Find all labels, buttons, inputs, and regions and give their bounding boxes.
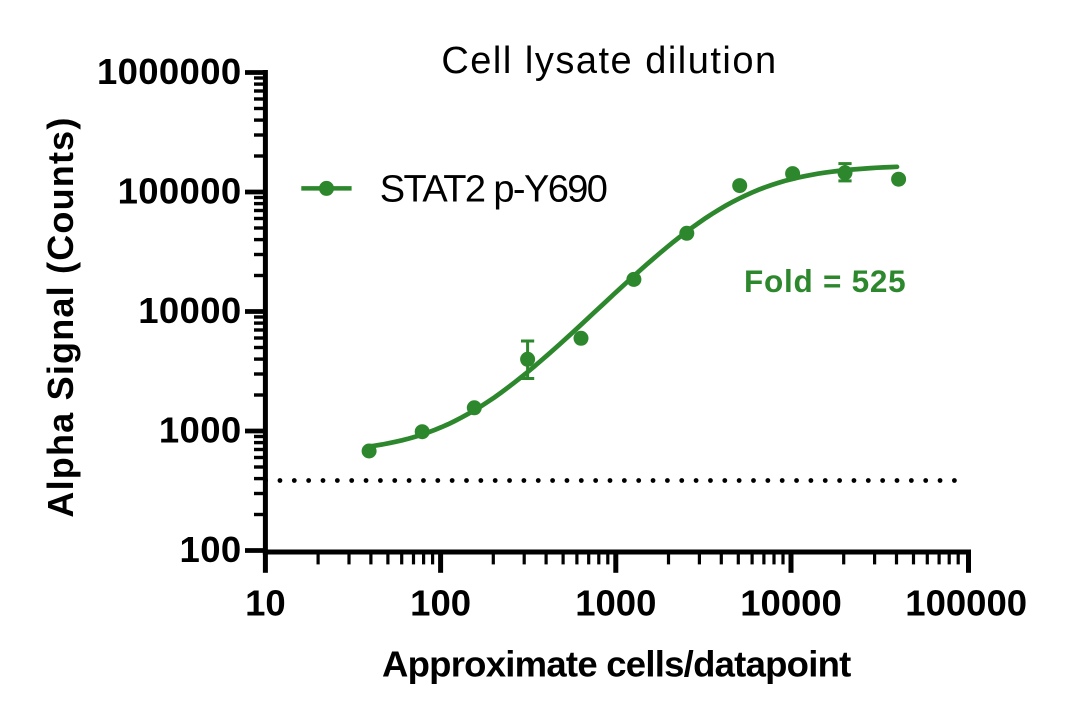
svg-text:STAT2 p-Y690: STAT2 p-Y690 <box>380 169 607 211</box>
svg-text:1000: 1000 <box>159 410 242 451</box>
svg-text:100000: 100000 <box>118 171 242 212</box>
svg-text:Cell lysate dilution: Cell lysate dilution <box>441 40 777 82</box>
svg-text:10: 10 <box>245 583 286 624</box>
svg-text:10000: 10000 <box>138 290 241 331</box>
svg-text:1000000: 1000000 <box>97 51 242 92</box>
svg-text:100000: 100000 <box>905 583 1027 624</box>
svg-text:100: 100 <box>410 583 471 624</box>
svg-text:Fold = 525: Fold = 525 <box>744 263 906 299</box>
svg-text:1000: 1000 <box>575 583 656 624</box>
svg-text:Alpha Signal (Counts): Alpha Signal (Counts) <box>40 116 81 517</box>
svg-text:100: 100 <box>180 529 242 570</box>
svg-text:10000: 10000 <box>740 583 842 624</box>
svg-text:Approximate cells/datapoint: Approximate cells/datapoint <box>382 644 851 685</box>
